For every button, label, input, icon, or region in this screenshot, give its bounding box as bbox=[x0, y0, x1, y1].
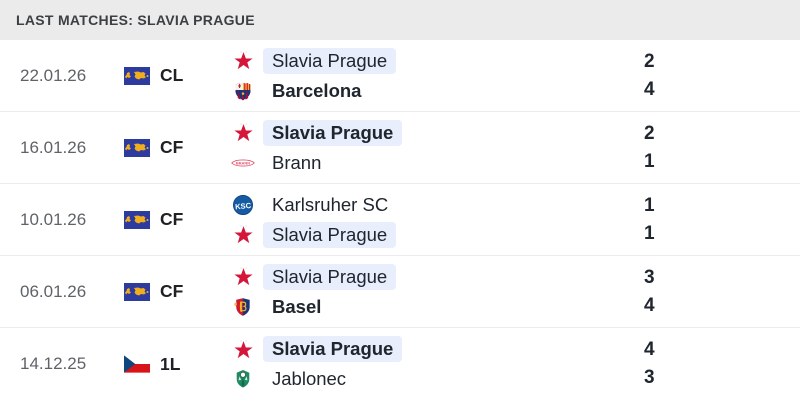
svg-text:KSC: KSC bbox=[235, 200, 252, 210]
svg-text:BRANN: BRANN bbox=[236, 160, 250, 165]
